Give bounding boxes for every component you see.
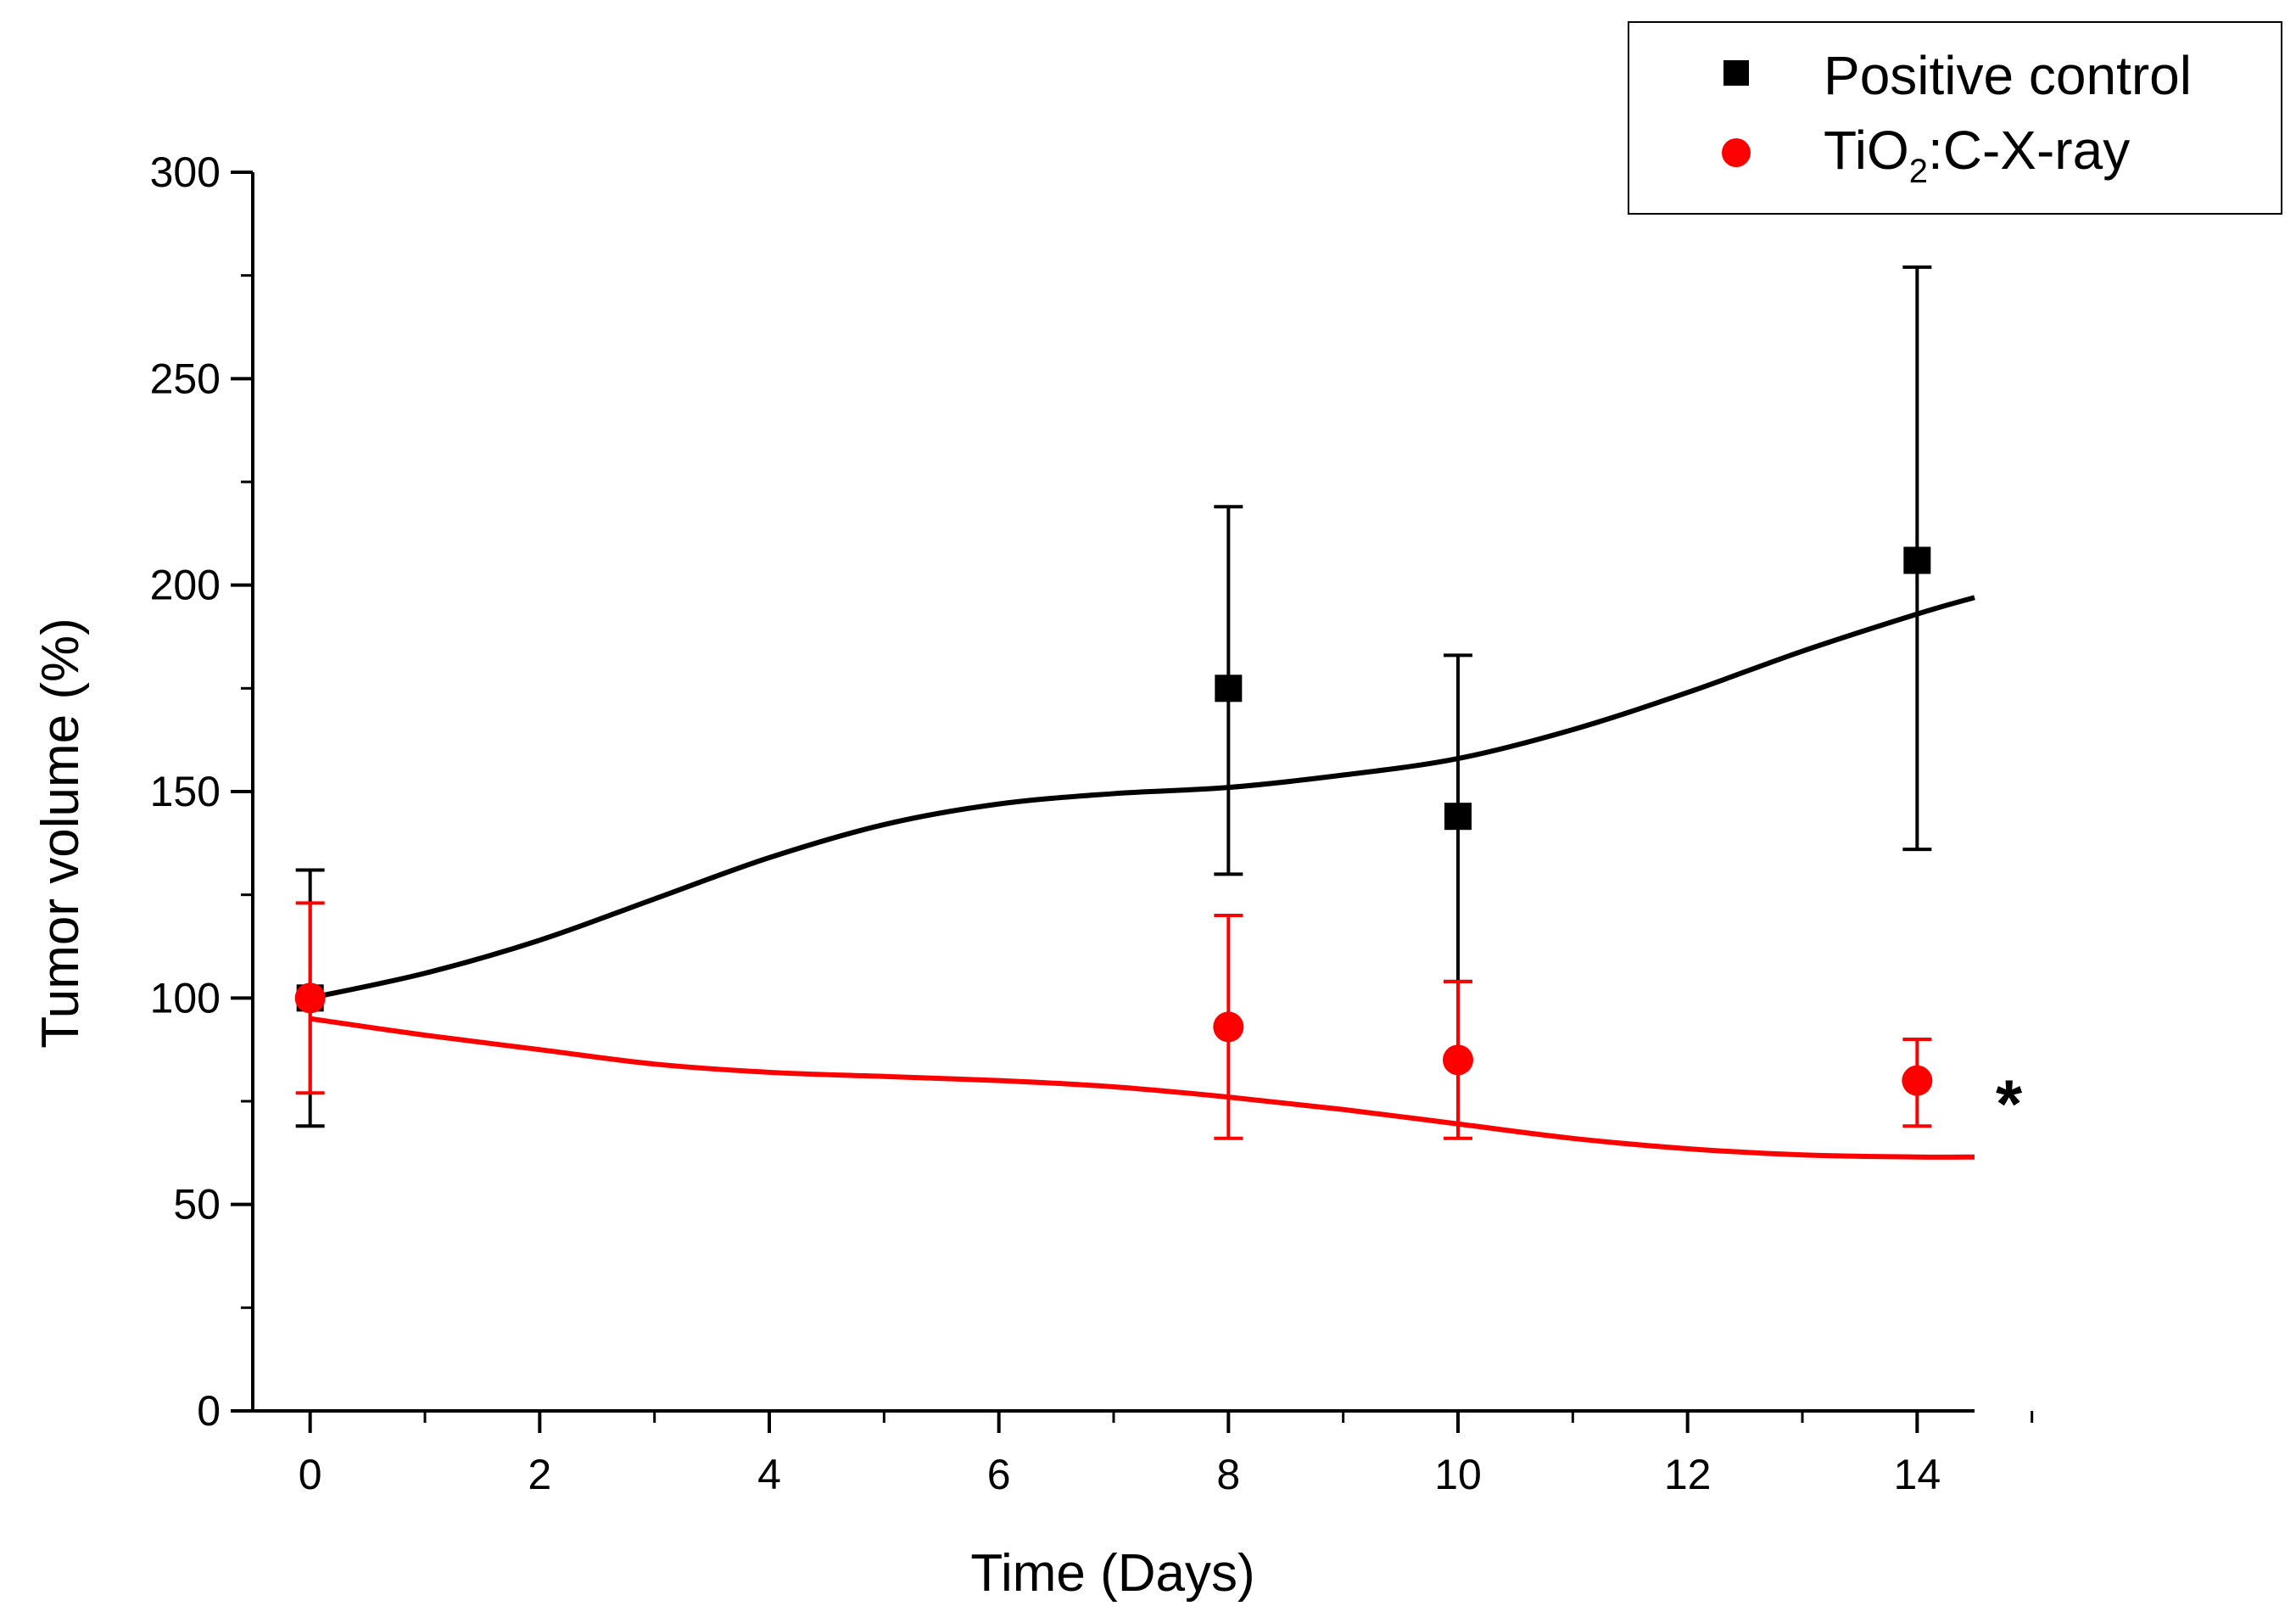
data-points (294, 546, 1933, 1096)
x-tick-label: 0 (299, 1451, 322, 1498)
x-tick-label: 12 (1664, 1451, 1712, 1498)
y-axis-title: Tumor volume (%) (31, 618, 90, 1049)
x-tick-label: 14 (1894, 1451, 1941, 1498)
legend-label-tio2: TiO2:C-X-ray (1824, 120, 2130, 190)
significance-asterisk: * (1996, 1066, 2023, 1141)
data-point-positive-control (1215, 674, 1243, 702)
legend-marker-tio2 (1722, 138, 1751, 167)
axes-layer: 0 50 100 150 200 250 300 0 2 4 6 8 10 12 14 (150, 148, 2034, 1498)
y-tick-label: 0 (197, 1387, 221, 1435)
x-tick-label: 4 (757, 1451, 781, 1498)
x-tick-label: 8 (1216, 1451, 1240, 1498)
data-point-tio2 (1213, 1011, 1244, 1043)
data-point-tio2 (294, 982, 326, 1014)
data-point-tio2 (1902, 1065, 1933, 1096)
y-tick-label: 250 (150, 355, 221, 402)
fit-line-tio2 (310, 1016, 1975, 1160)
y-tick-label: 200 (150, 562, 221, 609)
data-point-tio2 (1443, 1044, 1473, 1076)
legend-marker-positive-control (1723, 60, 1749, 86)
y-tick-label: 150 (150, 768, 221, 815)
y-tick-label: 50 (173, 1181, 221, 1228)
y-tick-label: 300 (150, 148, 221, 196)
fit-lines (310, 595, 1975, 1160)
data-point-positive-control (1444, 803, 1472, 831)
legend-label-positive-control: Positive control (1824, 45, 2192, 106)
x-tick-label: 2 (528, 1451, 551, 1498)
x-tick-label: 10 (1434, 1451, 1482, 1498)
legend-box (1628, 21, 2282, 215)
legend: Positive control TiO2:C-X-ray (1628, 21, 2282, 215)
x-axis-title: Time (Days) (970, 1544, 1254, 1603)
y-tick-label: 100 (150, 974, 221, 1021)
fit-line-positive-control (310, 595, 1975, 1001)
data-point-positive-control (1903, 546, 1931, 574)
x-tick-label: 6 (987, 1451, 1011, 1498)
error-bars (295, 265, 1932, 1140)
